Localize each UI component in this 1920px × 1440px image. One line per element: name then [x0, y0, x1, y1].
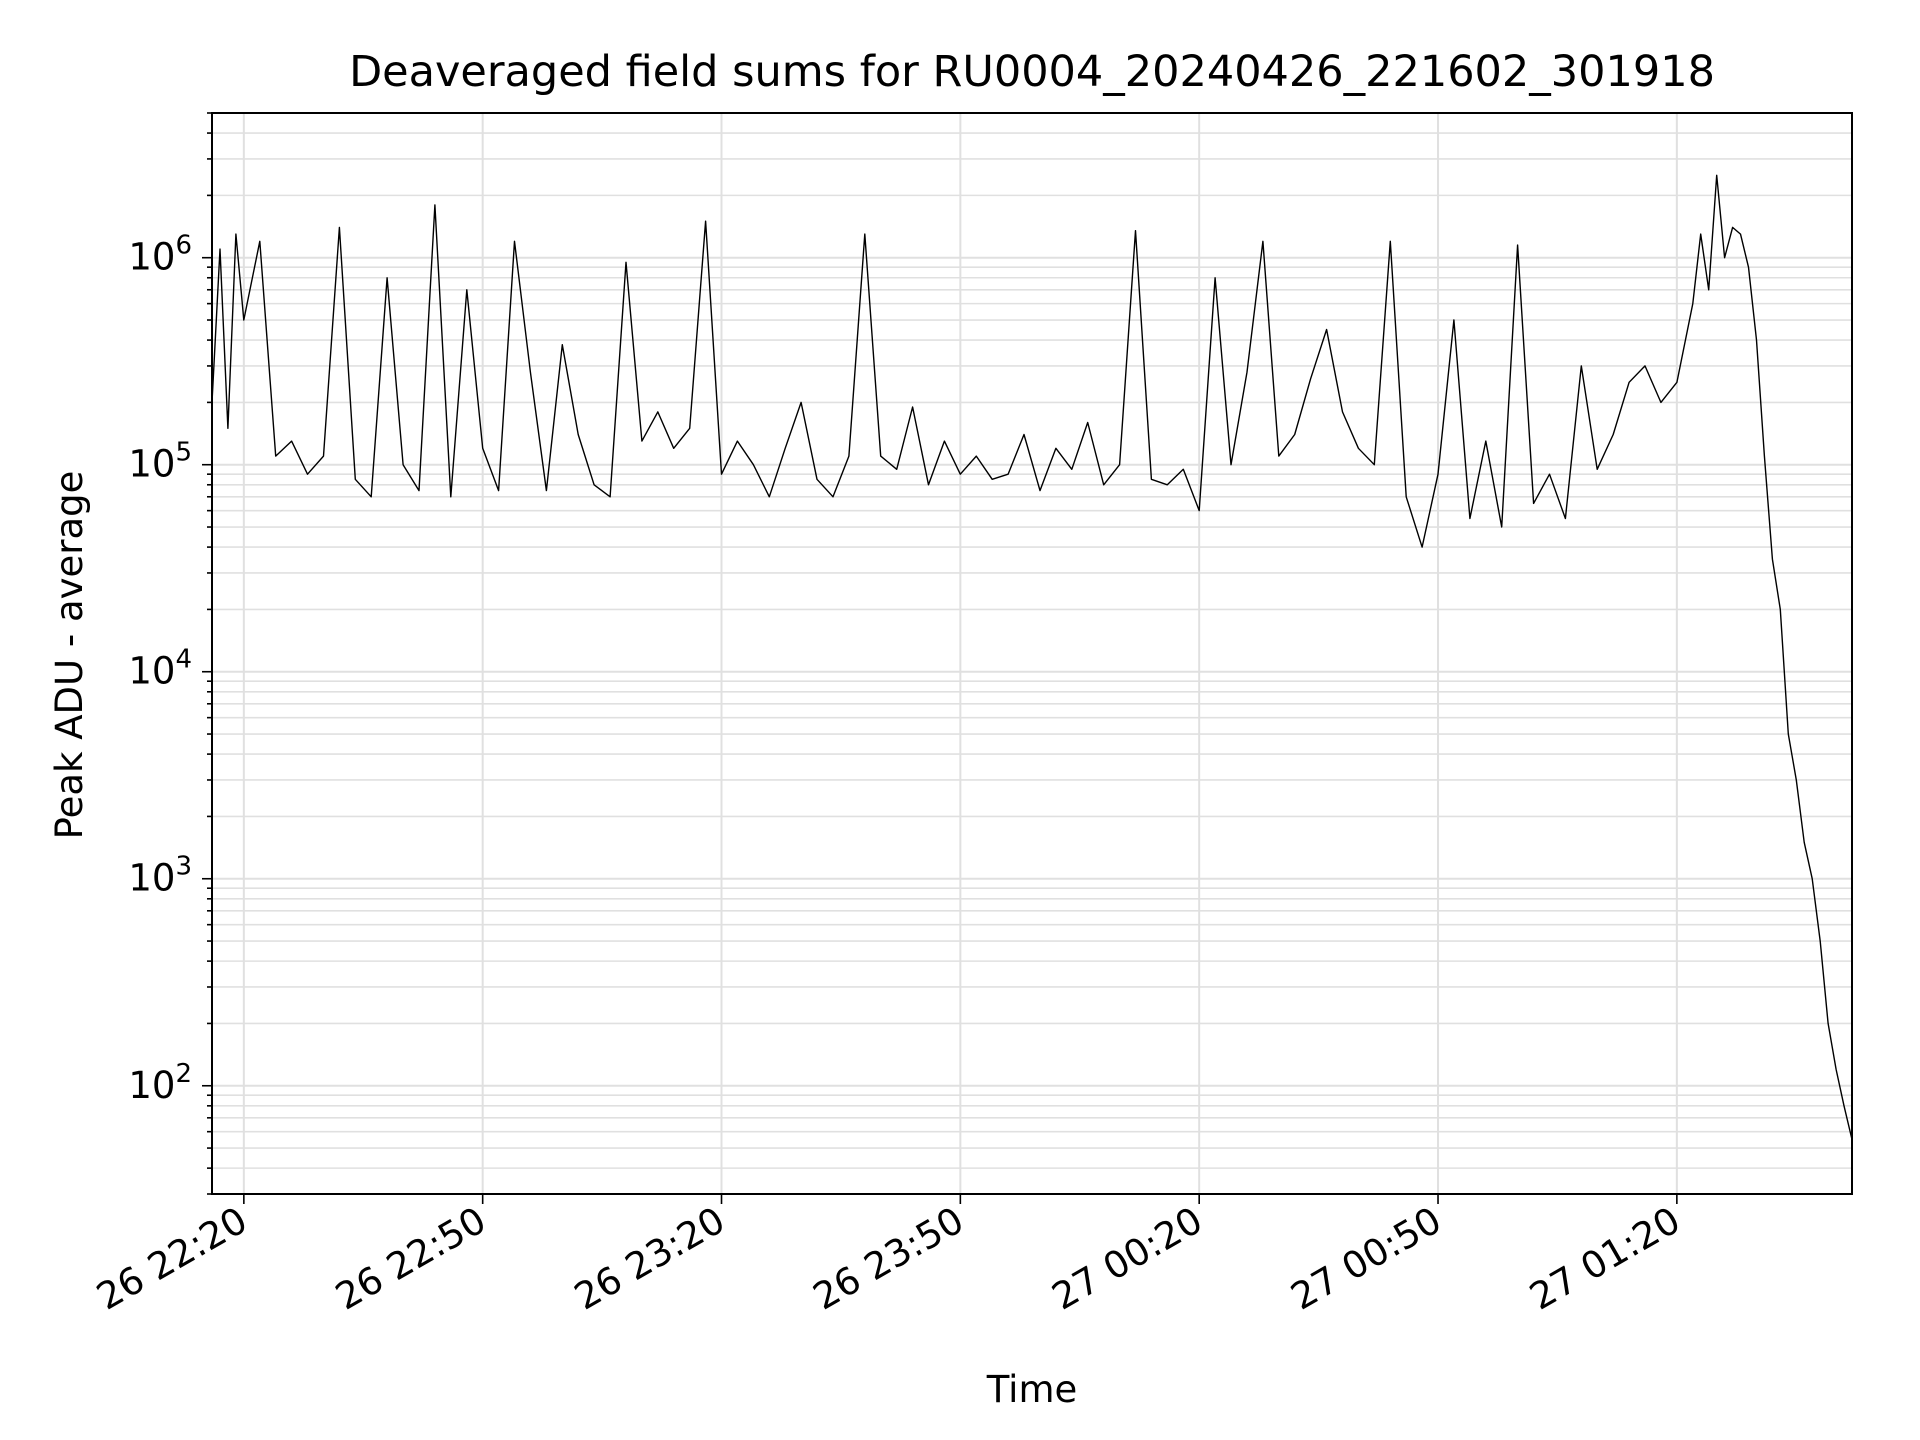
data-layer — [211, 174, 1853, 1140]
x-tick-label: 26 23:50 — [806, 1199, 971, 1319]
x-tick-label: 27 01:20 — [1523, 1199, 1688, 1319]
plot-frame — [211, 112, 1853, 1195]
x-tick-label: 26 22:50 — [328, 1199, 493, 1319]
x-tick-label: 27 00:50 — [1284, 1199, 1449, 1319]
x-tick-label: 26 22:20 — [90, 1199, 255, 1319]
y-tick-label: 103 — [128, 852, 192, 900]
series-line-0 — [211, 174, 1853, 1140]
x-axis-label: Time — [986, 1368, 1078, 1411]
x-tick-label: 27 00:20 — [1045, 1199, 1210, 1319]
x-tick-label: 26 23:20 — [567, 1199, 732, 1319]
y-tick-label: 105 — [128, 438, 192, 486]
y-tick-label: 104 — [128, 645, 192, 693]
y-axis-label: Peak ADU - average — [48, 471, 91, 840]
axis-ticks: 102 103 104 105 106 26 22:20 26 22:50 26 23:20 2… — [90, 112, 1688, 1319]
y-tick-label: 102 — [128, 1059, 192, 1107]
chart-title: Deaveraged field sums for RU0004_2024042… — [349, 47, 1715, 97]
grid — [212, 112, 1852, 1195]
y-tick-label: 106 — [128, 231, 192, 279]
